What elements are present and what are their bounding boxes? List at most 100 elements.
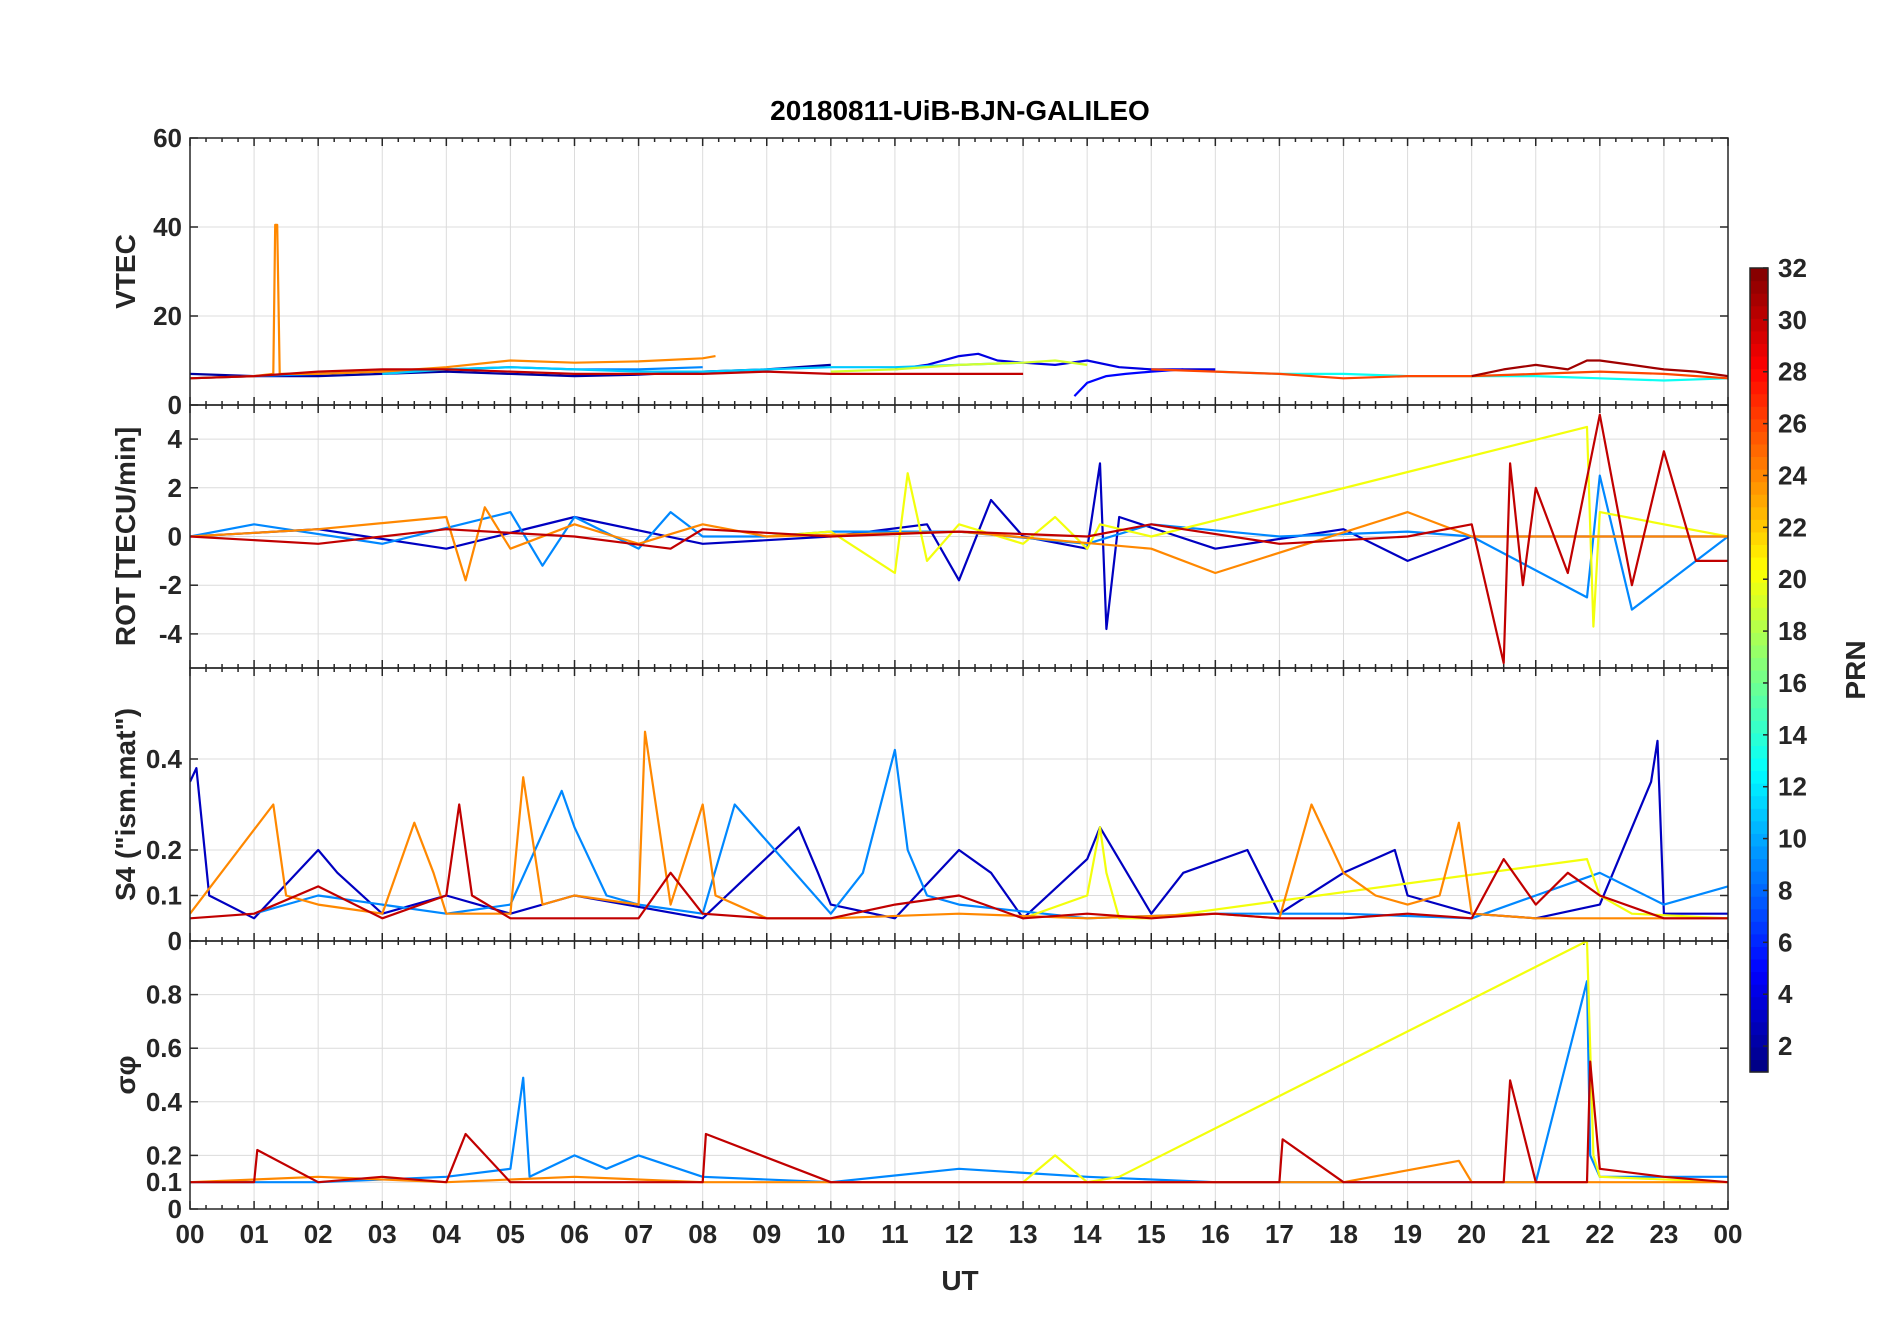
colorbar-segment <box>1750 896 1768 910</box>
x-tick-label: 16 <box>1201 1219 1230 1249</box>
colorbar-segment <box>1750 1046 1768 1061</box>
x-tick-label: 13 <box>1009 1219 1038 1249</box>
colorbar-frame <box>1749 267 1769 1073</box>
colorbar-tick-label: 4 <box>1778 979 1793 1009</box>
colorbar-tick-label: 30 <box>1778 305 1807 335</box>
colorbar-segment <box>1750 456 1768 470</box>
colorbar-segment <box>1750 556 1768 571</box>
series-group <box>190 223 1728 397</box>
y-tick-label: 0 <box>168 1194 182 1224</box>
colorbar-tick-label: 16 <box>1778 668 1807 698</box>
y-tick-label: 0.1 <box>146 1167 182 1197</box>
y-tick-label: 0.1 <box>146 881 182 911</box>
s4-panel: 0 0.1 0.2 0.4S4 ("ism.mat") <box>110 667 1729 956</box>
y-tick-label: 40 <box>153 212 182 242</box>
colorbar-segment <box>1750 293 1768 307</box>
y-tick-label: 0.2 <box>146 835 182 865</box>
colorbar-segment <box>1750 720 1768 734</box>
y-tick-label: 0 <box>168 926 182 956</box>
colorbar-segment <box>1750 280 1768 294</box>
y-axis-label: ROT [TECU/min] <box>110 427 141 646</box>
colorbar-segment <box>1750 670 1768 684</box>
x-tick-label: 14 <box>1073 1219 1102 1249</box>
colorbar-segment <box>1750 858 1768 872</box>
x-tick-label: 15 <box>1137 1219 1166 1249</box>
colorbar-tick-label: 28 <box>1778 357 1807 387</box>
colorbar-tick-label: 32 <box>1778 253 1807 283</box>
series-line-prn-20 <box>766 425 1728 628</box>
colorbar-segment <box>1750 406 1768 420</box>
x-tick-label: 00 <box>176 1219 205 1249</box>
colorbar-segment <box>1750 707 1768 721</box>
y-axis-label: VTEC <box>110 234 141 309</box>
colorbar-segment <box>1750 519 1768 533</box>
colorbar-segment <box>1750 958 1768 973</box>
x-tick-label: 01 <box>240 1219 269 1249</box>
colorbar-tick-label: 8 <box>1778 875 1792 905</box>
series-line-prn-30 <box>190 368 1024 380</box>
colorbar-tick-label: 20 <box>1778 564 1807 594</box>
series-line-prn-20 <box>1022 941 1728 1184</box>
colorbar-segment <box>1750 933 1768 947</box>
y-tick-label: 0 <box>168 522 182 552</box>
y-tick-label: 0.6 <box>146 1033 182 1063</box>
series-line-prn-30 <box>190 1060 1728 1184</box>
colorbar-segment <box>1750 607 1768 621</box>
colorbar-segment <box>1750 330 1768 344</box>
colorbar-segment <box>1750 368 1768 382</box>
y-axis-label: S4 ("ism.mat") <box>110 708 141 901</box>
colorbar-segment <box>1750 971 1768 985</box>
colorbar-segment <box>1750 569 1768 583</box>
colorbar-segment <box>1750 1059 1768 1073</box>
x-tick-label: 00 <box>1714 1219 1743 1249</box>
colorbar-segment <box>1750 795 1768 809</box>
colorbar-segment <box>1750 1034 1768 1048</box>
colorbar-tick-label: 26 <box>1778 409 1807 439</box>
chart-title: 20180811-UiB-BJN-GALILEO <box>770 95 1150 126</box>
series-line-prn-24 <box>190 223 716 380</box>
colorbar-segment <box>1750 443 1768 458</box>
colorbar-tick-label: 2 <box>1778 1031 1792 1061</box>
series-line-prn-24 <box>190 730 1728 920</box>
series-line-prn-31 <box>1471 359 1728 378</box>
y-tick-label: 60 <box>153 123 182 153</box>
colorbar-tick-label: 14 <box>1778 720 1807 750</box>
x-tick-label: 02 <box>304 1219 333 1249</box>
x-tick-label: 17 <box>1265 1219 1294 1249</box>
colorbar-segment <box>1750 481 1768 495</box>
colorbar-segment <box>1750 732 1768 746</box>
rot-panel: -4 -2 0 2 4 ROT [TECU/min] <box>110 404 1729 669</box>
x-tick-label: 03 <box>368 1219 397 1249</box>
series-line-prn-30 <box>190 413 1728 665</box>
colorbar-segment <box>1750 883 1768 897</box>
colorbar-segment <box>1750 745 1768 759</box>
colorbar-segment <box>1750 757 1768 772</box>
colorbar-tick-label: 12 <box>1778 772 1807 802</box>
colorbar-segment <box>1750 393 1768 407</box>
x-tick-label: 20 <box>1457 1219 1486 1249</box>
colorbar-segment <box>1750 355 1768 370</box>
sigma-phi-panel: 00.10.2 0.4 0.6 0.8 σφ <box>110 940 1729 1224</box>
colorbar-segment <box>1750 808 1768 822</box>
y-tick-label: 20 <box>153 301 182 331</box>
series-line-prn-20 <box>1022 826 1728 920</box>
colorbar-segment <box>1750 946 1768 960</box>
x-axis: 00 01 02 03 04 05 06 07 08 09 10 11 12 13 14 15 16 17 18 19… <box>176 1219 1743 1249</box>
colorbar-tick-label: 10 <box>1778 824 1807 854</box>
colorbar-label: PRN <box>1840 640 1871 699</box>
colorbar-segment <box>1750 871 1768 885</box>
x-tick-label: 22 <box>1585 1219 1614 1249</box>
y-tick-label: -2 <box>159 570 182 600</box>
x-tick-label: 04 <box>432 1219 461 1249</box>
x-tick-label: 08 <box>688 1219 717 1249</box>
series-group <box>190 413 1728 665</box>
x-tick-label: 10 <box>816 1219 845 1249</box>
y-tick-label: 0 <box>168 390 182 420</box>
x-tick-label: 12 <box>945 1219 974 1249</box>
colorbar-segment <box>1750 845 1768 860</box>
series-line-prn-19 <box>830 359 1088 373</box>
colorbar-segment <box>1750 619 1768 633</box>
